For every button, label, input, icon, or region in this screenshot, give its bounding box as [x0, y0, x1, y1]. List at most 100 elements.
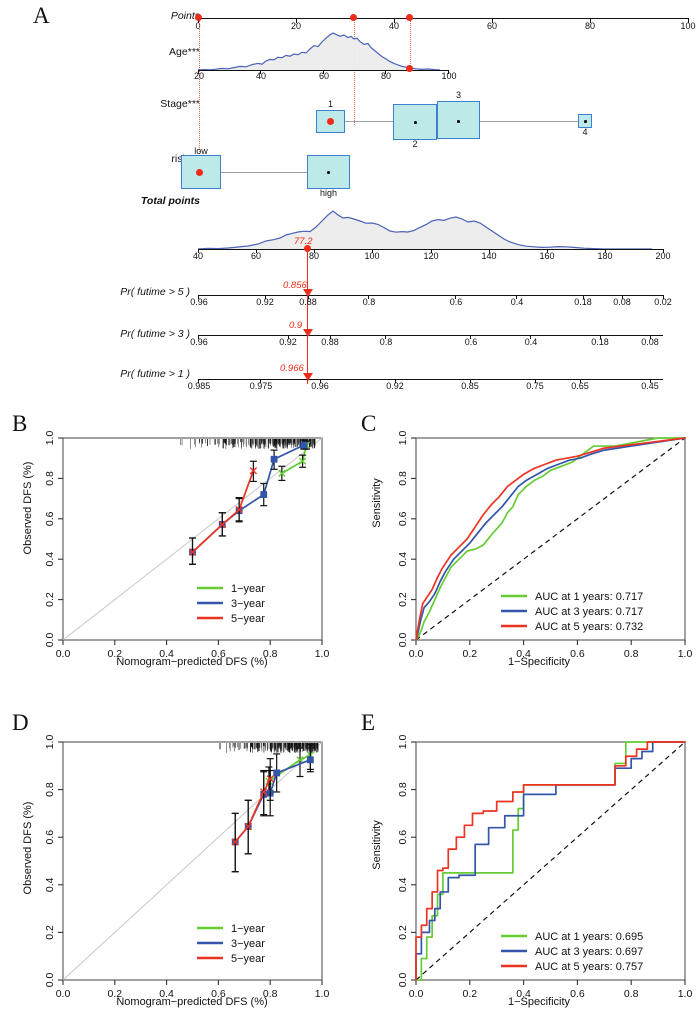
y-tick-label: 0.0 — [44, 973, 56, 988]
points-guide-line-44 — [410, 20, 411, 72]
x-tick-label: 1.0 — [678, 648, 693, 660]
panel-d-calibration: D 0.0 0.0 0.2 0.2 0.4 0.4 0.6 0.6 0.8 0.8 1.0 1.0 1−… — [0, 680, 349, 1021]
stage-box-label-4: 4 — [582, 127, 588, 137]
x-tick-label: 0.8 — [624, 988, 639, 1000]
total-points-tick-label: 80 — [308, 251, 319, 261]
x-tick-label: 0.6 — [211, 988, 226, 1000]
nomogram-row-label-points: Points — [170, 10, 200, 22]
age-tick-label: 40 — [255, 71, 266, 81]
panel-b-calibration: B 0.0 0.0 0.2 0.2 0.4 0.4 0.6 0.6 0.8 0.8 1.0 1.0 1−… — [0, 408, 349, 680]
x-tick-label: 1.0 — [315, 648, 330, 660]
pr5-tick-label: 0.18 — [574, 297, 592, 307]
legend: 1−year 3−year 5−year — [197, 923, 265, 965]
pr1-value-label: 0.966 — [280, 363, 304, 374]
panel-letter-d: D — [12, 710, 29, 735]
panel-c-roc: C 0.0 0.0 0.2 0.2 0.4 0.4 0.6 0.6 0.8 0.8 1.0 1.0 AU… — [349, 408, 698, 680]
pr5-readout-arrow — [303, 289, 313, 297]
points-guide-line-0 — [199, 20, 200, 180]
y-tick-label: 1.0 — [44, 431, 56, 446]
nomogram-row-label-stage: Stage*** — [160, 98, 200, 110]
pr5-tick — [455, 295, 456, 299]
points-tick — [296, 18, 297, 23]
y-tick-label: 0.2 — [44, 592, 56, 607]
x-tick-label: 0.0 — [56, 648, 71, 660]
legend-item-label: AUC at 3 years: 0.717 — [535, 606, 643, 618]
legend-item-label: 5−year — [231, 953, 265, 965]
points-tick — [492, 18, 493, 23]
pr5-tick-label: 0.08 — [613, 297, 631, 307]
y-tick-label: 1.0 — [44, 735, 56, 750]
x-tick-label: 0.8 — [263, 648, 278, 660]
pr3-tick — [600, 335, 601, 339]
stage-box-dot-4 — [584, 120, 587, 123]
series-2 — [189, 439, 308, 565]
points-guide-line-32 — [354, 20, 355, 125]
points-tick-label: 60 — [486, 21, 497, 31]
pr5-tick-label: 0.88 — [299, 297, 317, 307]
y-tick-label: 0.4 — [397, 552, 409, 567]
panel-e-x-axis-title: 1−Specificity — [507, 996, 571, 1008]
risk-connector-line — [220, 172, 350, 173]
y-tick-label: 0.8 — [397, 782, 409, 797]
y-tick-label: 0.2 — [397, 592, 409, 607]
y-tick-label: 0.8 — [44, 471, 56, 486]
total-points-marker-dot — [304, 245, 311, 252]
panel-letter-e: E — [361, 710, 376, 735]
x-tick-label: 0.2 — [107, 988, 122, 1000]
points-axis-line — [198, 18, 688, 19]
stage-box-dot-2 — [414, 121, 417, 124]
pr1-tick-label: 0.975 — [249, 381, 273, 391]
pr3-tick-label: 0.92 — [279, 337, 297, 347]
age-tick-label: 20 — [193, 71, 204, 81]
x-tick-label: 0.4 — [159, 648, 174, 660]
total-points-tick — [198, 249, 199, 253]
pr3-tick — [650, 335, 651, 339]
pr3-axis-line — [198, 335, 663, 336]
points-tick — [688, 18, 689, 23]
age-tick — [323, 70, 324, 74]
series-1 — [415, 437, 686, 641]
total-points-tick — [663, 249, 664, 253]
y-tick-label: 1.0 — [397, 735, 409, 750]
x-tick-label: 0.6 — [211, 648, 226, 660]
pr5-value-label: 0.856 — [283, 280, 307, 291]
points-tick — [590, 18, 591, 23]
risk-box-dot-high — [327, 171, 330, 174]
panel-letter-b: B — [12, 411, 28, 436]
legend-item-label: 5−year — [231, 613, 265, 625]
pr5-tick — [368, 295, 369, 299]
stage-box-label-2: 2 — [412, 139, 418, 149]
points-tick-label: 80 — [584, 21, 595, 31]
panel-d-canvas: 0.00.0 0.2 0.2 0.4 0.4 0.6 0.6 0.8 0.8 1.0 1.0 1−ye… — [44, 735, 329, 1000]
panel-a-nomogram: A Points Age*** Stage*** risk*** Total p… — [0, 0, 698, 400]
pr3-tick-label: 0.88 — [321, 337, 339, 347]
x-tick-label: 0.8 — [263, 988, 278, 1000]
y-tick-label: 0.4 — [397, 877, 409, 892]
points-tick-label: 40 — [388, 21, 399, 31]
y-tick-label: 1.0 — [397, 431, 409, 446]
legend-item-label: AUC at 1 years: 0.717 — [535, 591, 643, 603]
series-1 — [415, 741, 686, 981]
pr1-tick-label: 0.985 — [187, 381, 211, 391]
y-tick-label: 0.0 — [44, 633, 56, 648]
stage-box-2[interactable] — [393, 104, 437, 140]
points-tick-label: 100 — [680, 21, 696, 31]
x-tick-label: 0.2 — [107, 648, 122, 660]
y-tick-label: 0.8 — [44, 782, 56, 797]
total-points-tick-label: 180 — [597, 251, 613, 261]
x-tick-label: 0.8 — [624, 648, 639, 660]
legend-item-label: 1−year — [231, 583, 265, 595]
total-points-tick — [489, 249, 490, 253]
stage-box-label-1: 1 — [327, 99, 333, 109]
y-tick-label: 0.0 — [397, 633, 409, 648]
risk-marker-dot — [196, 169, 203, 176]
pr5-tick-label: 0.92 — [256, 297, 274, 307]
pr3-tick-label: 0.96 — [190, 337, 208, 347]
pr5-tick — [622, 295, 623, 299]
x-tick-label: 0.6 — [570, 648, 585, 660]
pr5-tick — [583, 295, 584, 299]
total-points-value-label: 77.2 — [294, 236, 313, 247]
pr3-tick — [385, 335, 386, 339]
total-points-tick-label: 60 — [250, 251, 261, 261]
panel-letter-a: A — [33, 3, 50, 28]
